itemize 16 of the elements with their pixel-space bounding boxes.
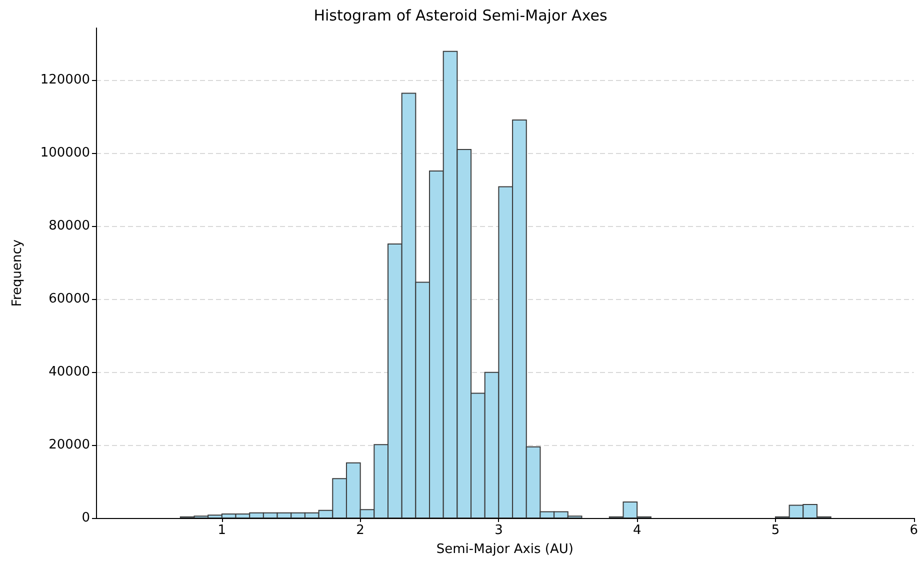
y-tick-label: 80000	[48, 218, 90, 234]
y-tick-label: 60000	[48, 292, 90, 307]
y-tick-label: 0	[82, 510, 90, 526]
chart-title: Histogram of Asteroid Semi-Major Axes	[314, 6, 608, 24]
x-tick-label: 5	[771, 523, 780, 538]
x-tick-label: 6	[910, 523, 918, 538]
x-tick-label: 4	[632, 523, 642, 538]
x-tick-label: 1	[218, 523, 226, 538]
x-tick-label: 2	[356, 523, 364, 538]
y-axis-title: Frequency	[10, 239, 25, 307]
x-tick-label: 3	[494, 523, 503, 538]
y-tick-label: 100000	[40, 146, 90, 161]
y-tick-label: 20000	[48, 438, 90, 453]
y-tick-label: 40000	[48, 364, 90, 380]
x-axis-title: Semi-Major Axis (AU)	[436, 542, 574, 557]
y-tick-label: 120000	[40, 72, 90, 88]
